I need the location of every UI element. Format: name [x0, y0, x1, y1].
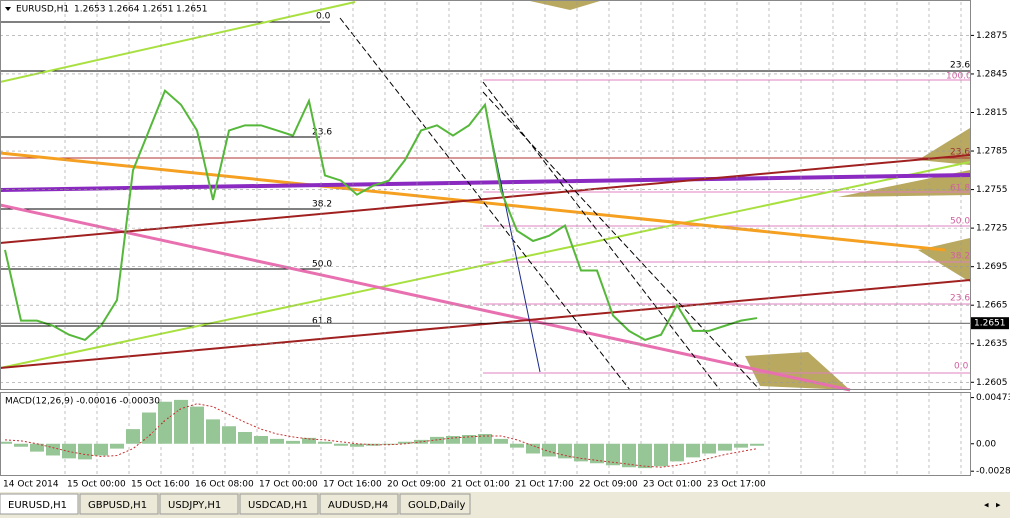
scroll-right[interactable]: ▸ [996, 501, 1001, 511]
fib-label: 61.8 [312, 317, 332, 327]
tabs: EURUSD,H1 GBPUSD,H1 USDJPY,H1 USDCAD,H1 AUDU… [0, 493, 471, 515]
tab-label: GBPUSD,H1 [88, 500, 147, 511]
channel-line [339, 17, 631, 391]
y-tick-label: 0.00 [976, 439, 996, 449]
chart-layer: 1.2605 1.2635 1.2665 1.2695 1.2725 1.2755 1.27… [0, 2, 1010, 490]
tab[interactable] [319, 493, 399, 515]
y-tick-label: 1.2605 [976, 378, 1008, 388]
fib-label: 50.0 [950, 217, 970, 227]
fib-label: 23.6 [950, 148, 970, 158]
y-tick-label: 1.2635 [976, 339, 1008, 349]
fib-label: 38.2 [312, 200, 332, 210]
shape [745, 352, 850, 390]
trend-line [0, 279, 971, 369]
tab[interactable] [0, 493, 79, 515]
last-price-box [971, 317, 1009, 330]
fib-label: 23.6 [950, 294, 970, 304]
channel-line [482, 91, 761, 391]
x-tick-label: 15 Oct 16:00 [131, 480, 190, 490]
y-tick-label: 1.2725 [976, 224, 1008, 234]
x-tick-label: 22 Oct 09:00 [579, 480, 638, 490]
tab-label: EURUSD,H1 [8, 500, 67, 511]
macd-pane-frame [0, 392, 971, 476]
x-tick-label: 23 Oct 01:00 [643, 480, 702, 490]
ohlc-open: 1.2653 [74, 5, 106, 15]
trend-line [0, 173, 971, 192]
y-tick-label: 1.2875 [976, 31, 1008, 41]
y-tick-label: 1.2785 [976, 147, 1008, 157]
fib-label: 23.6 [950, 61, 970, 71]
trend-line [0, 203, 851, 392]
trend-line [0, 154, 971, 244]
signal-line [4, 403, 758, 468]
fib-label: 0.0 [316, 12, 331, 22]
ohlc-high: 1.2664 [108, 5, 140, 15]
y-tick-label: -0.00281 [976, 467, 1010, 477]
trend-line [0, 1, 356, 83]
price-pane-frame [0, 0, 971, 390]
tab[interactable] [239, 493, 319, 515]
x-tick-label: 15 Oct 00:00 [67, 480, 126, 490]
x-tick-label: 23 Oct 17:00 [707, 480, 766, 490]
tab-label: USDJPY,H1 [168, 500, 221, 511]
tab[interactable] [79, 493, 159, 515]
y-tick-label: 1.2665 [976, 301, 1008, 311]
ohlc-low: 1.2651 [142, 5, 174, 15]
fib-label: 61.8 [950, 184, 970, 194]
x-tick-label: 14 Oct 2014 [3, 480, 59, 490]
y-tick-label: 1.2695 [976, 262, 1008, 272]
x-tick-label: 17 Oct 16:00 [323, 480, 382, 490]
x-tick-label: 20 Oct 09:00 [387, 480, 446, 490]
fib-label: 100.0 [946, 72, 972, 82]
y-tick-label: 1.2815 [976, 108, 1008, 118]
trend-line [489, 129, 541, 373]
trend-line [0, 161, 971, 369]
fib-label: 50.0 [312, 260, 332, 270]
tab-label: GOLD,Daily [408, 500, 465, 511]
fib-label: 0.0 [954, 362, 969, 372]
y-tick-label: 0.00473 [976, 393, 1010, 403]
macd-title: MACD(12,26,9) -0.00016 -0.00030 [5, 397, 160, 407]
fib-label: 23.6 [312, 128, 332, 138]
tab[interactable] [159, 493, 239, 515]
fib-label: 38.2 [950, 252, 970, 262]
x-tick-label: 21 Oct 17:00 [515, 480, 574, 490]
y-tick-label: 1.2845 [976, 69, 1008, 79]
scroll-left[interactable]: ◂ [984, 501, 989, 511]
x-tick-label: 17 Oct 00:00 [259, 480, 318, 490]
y-tick-label: 1.2755 [976, 185, 1008, 195]
drawings [0, 1, 971, 392]
channel-line [482, 81, 721, 391]
x-tick-label: 16 Oct 08:00 [195, 480, 254, 490]
price-line [4, 88, 758, 342]
shape [530, 1, 600, 10]
x-tick-label: 21 Oct 01:00 [451, 480, 510, 490]
trend-line [0, 151, 946, 252]
tab-label: AUDUSD,H4 [328, 500, 388, 511]
last-price-label: 1.2651 [974, 319, 1006, 329]
ohlc-close: 1.2651 [176, 5, 208, 15]
tab[interactable] [399, 493, 471, 515]
tab-label: USDCAD,H1 [248, 500, 308, 511]
menu-arrow[interactable] [5, 7, 11, 11]
symbol: EURUSD,H1 [16, 5, 69, 15]
